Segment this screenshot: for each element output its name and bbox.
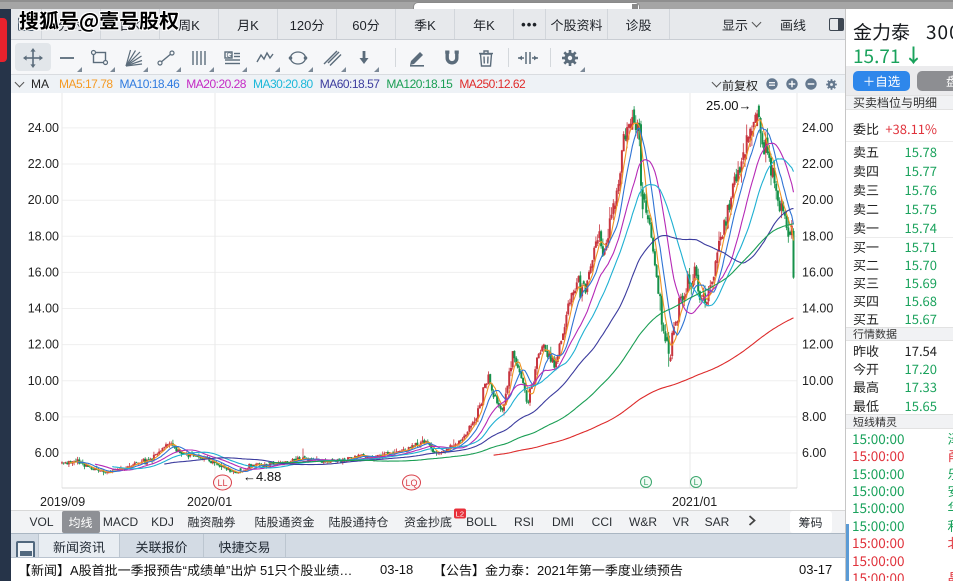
svg-text:8.00: 8.00: [35, 410, 59, 424]
svg-text:22.00: 22.00: [802, 157, 833, 171]
svg-text:10.00: 10.00: [28, 374, 59, 388]
svg-text:2021/01: 2021/01: [672, 495, 717, 509]
svg-text:12.00: 12.00: [802, 338, 833, 352]
svg-text:25.00→: 25.00→: [706, 98, 752, 113]
svg-text:24.00: 24.00: [802, 121, 833, 135]
svg-text:14.00: 14.00: [28, 302, 59, 316]
svg-text:22.00: 22.00: [28, 157, 59, 171]
svg-text:2019/09: 2019/09: [40, 495, 85, 509]
svg-text:G: G: [227, 53, 232, 60]
svg-text:10.00: 10.00: [802, 374, 833, 388]
svg-text:16.00: 16.00: [802, 265, 833, 279]
svg-text:8.00: 8.00: [802, 410, 826, 424]
svg-text:20.00: 20.00: [28, 193, 59, 207]
svg-text:12.00: 12.00: [28, 338, 59, 352]
svg-text:LQ: LQ: [405, 478, 417, 488]
svg-text:18.00: 18.00: [28, 229, 59, 243]
svg-text:16.00: 16.00: [28, 265, 59, 279]
svg-text:20.00: 20.00: [802, 193, 833, 207]
svg-text:L: L: [694, 477, 699, 487]
svg-text:L: L: [644, 477, 649, 487]
svg-text:14.00: 14.00: [802, 302, 833, 316]
svg-text:6.00: 6.00: [35, 446, 59, 460]
svg-text:18.00: 18.00: [802, 229, 833, 243]
svg-text:24.00: 24.00: [28, 121, 59, 135]
svg-text:2020/01: 2020/01: [187, 495, 232, 509]
svg-text:←4.88: ←4.88: [243, 469, 281, 484]
svg-text:LL: LL: [217, 478, 227, 488]
svg-text:6.00: 6.00: [802, 446, 826, 460]
